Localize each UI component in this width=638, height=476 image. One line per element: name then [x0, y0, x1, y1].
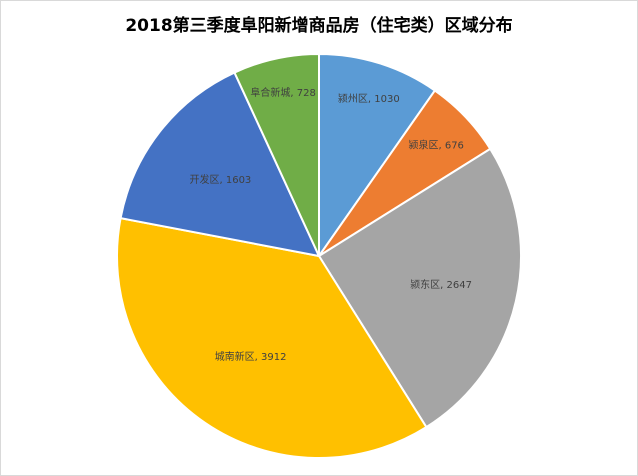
pie-slice-label-5: 开发区, 1603 [189, 173, 251, 186]
pie-slice-label-1: 颍州区, 1030 [338, 92, 400, 105]
chart-title: 2018第三季度阜阳新增商品房（住宅类）区域分布 [125, 16, 513, 36]
pie-slice-1 [318, 52, 437, 260]
pie-slice-label-3: 颍东区, 2647 [410, 278, 472, 291]
pie-slice-label-2: 颍泉区, 676 [408, 139, 463, 152]
pie-slice-5 [119, 71, 321, 258]
pie-slice-label-4: 城南新区, 3912 [215, 350, 287, 363]
pie-slice-6 [233, 52, 320, 257]
pie-slice-label-6: 阜合新城, 728 [250, 86, 315, 99]
pie-slice-4 [116, 216, 428, 459]
pie-slice-3 [317, 147, 522, 429]
